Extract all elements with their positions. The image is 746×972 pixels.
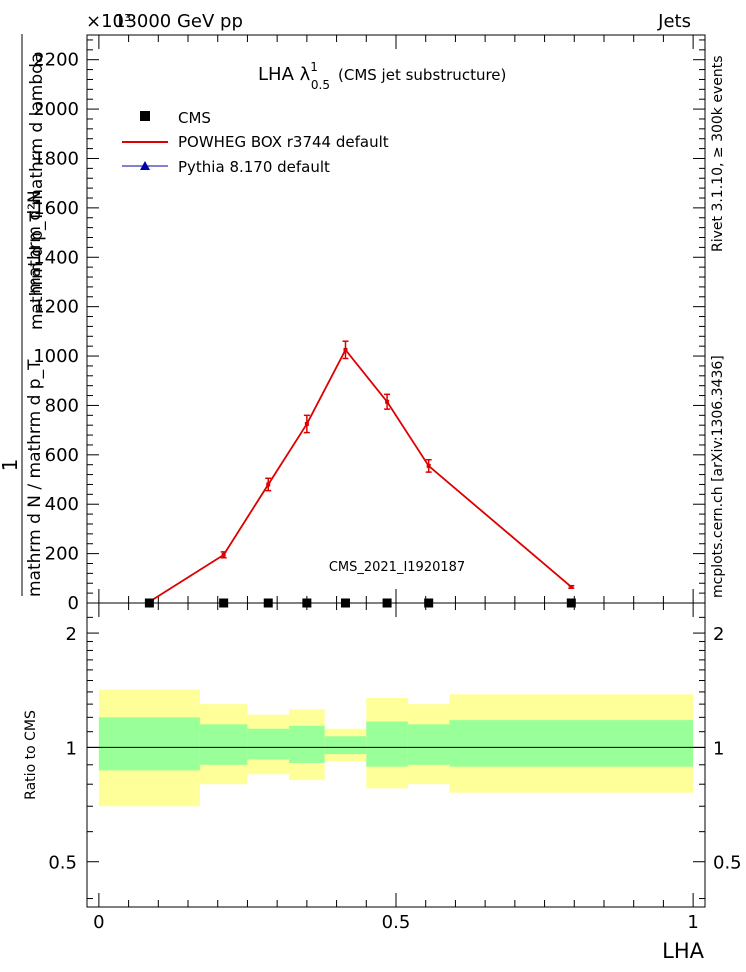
ratio-inner-band: [449, 720, 694, 767]
main-y-ticks: 0 200 400 600 800 1000 1200 1400 1600 1800 2000 220…: [33, 39, 705, 614]
y-tick-label: 0: [68, 593, 79, 614]
ratio-y-tick-label: 0.5: [48, 853, 77, 874]
watermark: CMS_2021_I1920187: [329, 560, 465, 575]
y-label-bottom: mathrm d N / mathrm d p_T: [25, 359, 45, 597]
powheg-point: [343, 347, 348, 352]
exponent-label: ×10³: [86, 11, 131, 32]
y-label-top-right: mathrm d p_T mathrm d lambda: [27, 53, 47, 330]
x-axis-label: LHA: [662, 939, 704, 963]
legend: CMS POWHEG BOX r3744 default Pythia 8.17…: [122, 109, 389, 176]
ratio-y-tick-label-right: 0.5: [713, 853, 742, 874]
ratio-inner-band: [247, 728, 290, 760]
legend-powheg-label: POWHEG BOX r3744 default: [178, 133, 389, 151]
powheg-point: [385, 399, 390, 404]
y-tick-label: 400: [45, 494, 79, 515]
legend-cms-label: CMS: [178, 109, 211, 127]
y-label-one: 1: [0, 459, 22, 472]
ratio-inner-band: [366, 721, 408, 767]
ratio-y-label: Ratio to CMS: [23, 710, 39, 800]
y-tick-label: 2000: [33, 99, 79, 120]
y-tick-label: 1400: [33, 247, 79, 268]
x-tick-label: 0.5: [382, 912, 411, 933]
category-label: Jets: [657, 11, 691, 32]
y-tick-label: 200: [45, 544, 79, 565]
legend-pythia-label: Pythia 8.170 default: [178, 158, 330, 176]
powheg-point: [569, 584, 574, 589]
powheg-point: [426, 463, 431, 468]
x-tick-label: 1: [687, 912, 698, 933]
main-x-ticks: [98, 35, 694, 603]
legend-cms-marker: [140, 111, 150, 121]
energy-label: 13000 GeV pp: [114, 11, 243, 32]
rivet-label: Rivet 3.1.10, ≥ 300k events: [710, 55, 726, 252]
powheg-point: [266, 482, 271, 487]
y-tick-label: 1000: [33, 346, 79, 367]
y-tick-label: 800: [45, 395, 79, 416]
ratio-bands: [98, 689, 694, 807]
ratio-y-ticks: 0.5 0.5 1 1 2 2: [48, 616, 742, 900]
y-tick-label: 600: [45, 445, 79, 466]
ratio-inner-band: [407, 724, 450, 765]
y-tick-label: 1200: [33, 297, 79, 318]
ratio-inner-band: [324, 736, 367, 755]
ratio-y-tick-label: 1: [66, 738, 77, 759]
y-label-top: mathrm d²N: [25, 190, 45, 293]
main-y-axis-label: 1 mathrm d²N mathrm d p_T mathrm d lambd…: [0, 34, 47, 597]
legend-pythia-marker: [140, 161, 150, 170]
ratio-y-tick-label-right: 1: [713, 738, 724, 759]
chart-title: LHA λ1 0.5(CMS jet substructure): [258, 60, 506, 92]
ratio-x-ticks: 0 0.5 1: [93, 603, 699, 933]
main-panel: 0 200 400 600 800 1000 1200 1400 1600 1800 2000 220…: [33, 34, 706, 614]
powheg-line: [148, 348, 572, 603]
mcplots-label: mcplots.cern.ch [arXiv:1306.3436]: [710, 355, 726, 598]
y-tick-label: 1800: [33, 148, 79, 169]
x-tick-label: 0: [93, 912, 104, 933]
powheg-point: [304, 421, 309, 426]
y-tick-label: 2200: [33, 50, 79, 71]
ratio-y-tick-label: 2: [66, 624, 77, 645]
ratio-inner-band: [289, 725, 325, 763]
powheg-point: [221, 552, 226, 557]
ratio-panel: 0.5 0.51 12 2 0 0.5 1 Ratio to CMS LHA: [23, 602, 742, 963]
ratio-inner-band: [199, 724, 248, 765]
y-tick-label: 1600: [33, 198, 79, 219]
ratio-y-tick-label-right: 2: [713, 624, 724, 645]
ratio-inner-band: [98, 717, 200, 771]
